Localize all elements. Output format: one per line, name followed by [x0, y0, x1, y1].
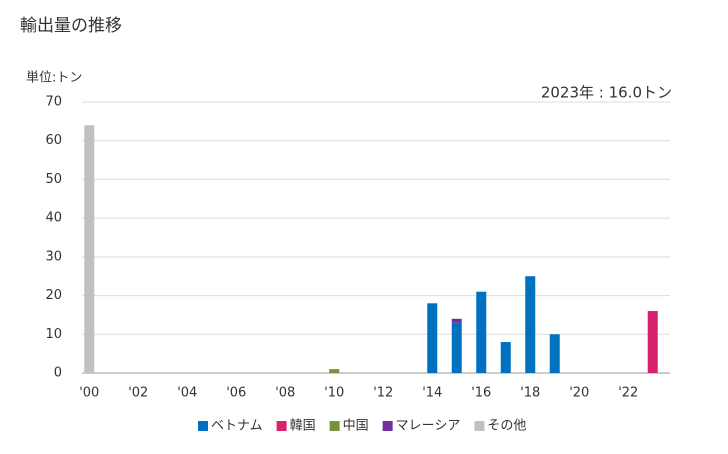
- x-tick-label: '04: [177, 386, 197, 401]
- annotation: 2023年 : 16.0トン: [541, 84, 672, 102]
- y-tick-label: 40: [45, 211, 62, 226]
- y-tick-label: 60: [45, 133, 62, 148]
- legend-label: ベトナム: [211, 419, 263, 434]
- bar: [525, 276, 536, 373]
- bar: [329, 369, 340, 373]
- unit-label: 単位:トン: [26, 70, 82, 86]
- x-tick-label: '00: [79, 386, 99, 401]
- x-tick-label: '22: [618, 386, 638, 401]
- y-tick-label: 70: [45, 95, 62, 110]
- bar: [647, 311, 658, 373]
- y-tick-label: 30: [45, 249, 62, 264]
- y-tick-label: 50: [45, 172, 62, 187]
- legend-swatch: [329, 421, 340, 431]
- y-tick-label: 20: [45, 288, 62, 303]
- bar: [549, 334, 560, 373]
- bar: [451, 322, 462, 373]
- x-tick-label: '02: [128, 386, 148, 401]
- x-tick-label: '16: [471, 386, 491, 401]
- y-tick-label: 10: [45, 327, 62, 342]
- legend-label: マレーシア: [396, 419, 461, 434]
- x-tick-label: '12: [373, 386, 393, 401]
- legend-label: 韓国: [290, 419, 316, 434]
- legend-label: 中国: [343, 419, 369, 434]
- x-tick-label: '18: [520, 386, 540, 401]
- bar: [500, 342, 511, 373]
- bar: [476, 291, 487, 373]
- x-tick-label: '14: [422, 386, 442, 401]
- x-tick-label: '10: [324, 386, 344, 401]
- legend-swatch: [198, 421, 208, 431]
- legend-swatch: [474, 421, 485, 431]
- bar: [451, 318, 462, 323]
- legend-swatch: [382, 421, 393, 431]
- bar: [84, 125, 95, 373]
- x-tick-label: '08: [275, 386, 295, 401]
- x-tick-label: '06: [226, 386, 246, 401]
- x-tick-label: '20: [569, 386, 589, 401]
- bar: [427, 303, 438, 373]
- legend-label: その他: [487, 419, 526, 434]
- y-tick-label: 0: [54, 366, 62, 381]
- legend-swatch: [276, 421, 287, 431]
- chart-title: 輸出量の推移: [20, 16, 122, 36]
